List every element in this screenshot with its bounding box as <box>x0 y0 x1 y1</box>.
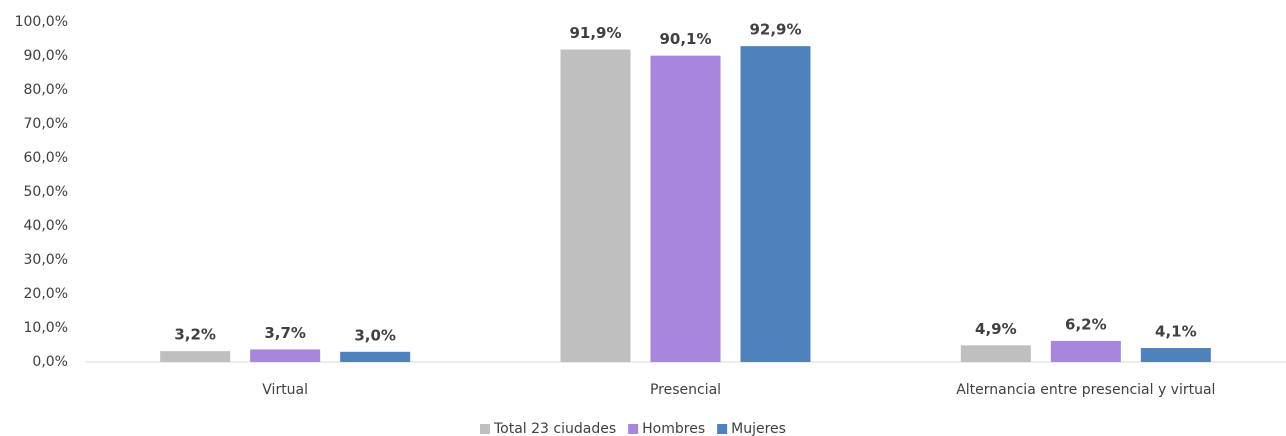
x-tick-label: Alternancia entre presencial y virtual <box>956 382 1215 398</box>
legend-label: Mujeres <box>731 421 786 436</box>
x-tick-label: Presencial <box>650 382 721 398</box>
data-label: 91,9% <box>569 24 621 42</box>
y-tick-label: 70,0% <box>24 116 68 132</box>
data-label: 6,2% <box>1065 315 1107 333</box>
y-tick-label: 0,0% <box>32 354 68 370</box>
x-tick-label: Virtual <box>262 382 308 398</box>
legend-swatch <box>480 424 490 434</box>
data-label: 3,0% <box>354 326 396 344</box>
bar <box>1050 340 1121 362</box>
bar <box>650 55 721 362</box>
y-tick-label: 50,0% <box>24 184 68 200</box>
bar <box>740 46 811 362</box>
y-tick-label: 10,0% <box>24 320 68 336</box>
y-tick-label: 30,0% <box>24 252 68 268</box>
bar <box>960 345 1031 362</box>
y-tick-label: 80,0% <box>24 82 68 98</box>
legend-swatch <box>628 424 639 434</box>
y-tick-label: 40,0% <box>24 218 68 234</box>
data-label: 3,2% <box>174 326 216 344</box>
bar <box>340 351 411 362</box>
y-tick-label: 60,0% <box>24 150 68 166</box>
data-label: 90,1% <box>659 30 711 48</box>
y-tick-label: 90,0% <box>24 48 68 64</box>
legend-label: Hombres <box>642 421 705 436</box>
y-tick-label: 100,0% <box>15 14 68 30</box>
data-label: 3,7% <box>264 324 306 342</box>
legend-label: Total 23 ciudades <box>493 421 616 436</box>
data-label: 92,9% <box>749 21 801 39</box>
data-label: 4,1% <box>1155 323 1197 341</box>
y-tick-label: 20,0% <box>24 286 68 302</box>
bar <box>560 49 631 362</box>
data-label: 4,9% <box>975 320 1017 338</box>
bar <box>1140 348 1211 362</box>
legend-swatch <box>717 424 728 434</box>
bar <box>160 351 231 362</box>
bar <box>250 349 321 362</box>
